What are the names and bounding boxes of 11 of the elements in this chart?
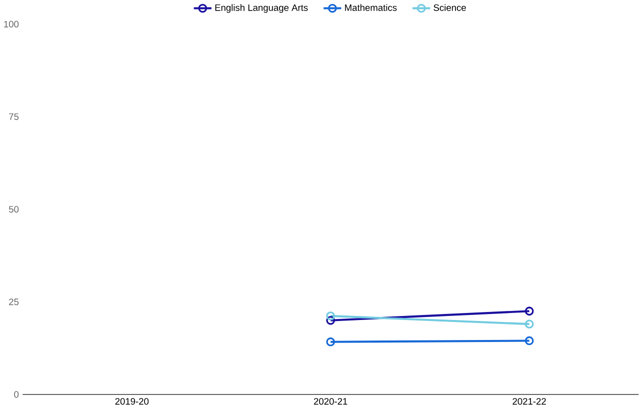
y-tick-label: 100 xyxy=(4,20,19,28)
x-tick-label: 2020-21 xyxy=(314,398,348,405)
y-tick-label: 75 xyxy=(9,113,19,120)
y-tick-label: 50 xyxy=(8,206,19,213)
legend-label: Mathematics xyxy=(345,4,397,11)
legend-label: Science xyxy=(434,4,466,11)
x-tick-label: 2021-22 xyxy=(512,398,546,405)
y-tick-label: 25 xyxy=(9,298,19,306)
legend-label: English Language Arts xyxy=(215,4,308,13)
y-tick-label: 0 xyxy=(14,391,19,398)
x-tick-label: 2019-20 xyxy=(115,398,149,405)
